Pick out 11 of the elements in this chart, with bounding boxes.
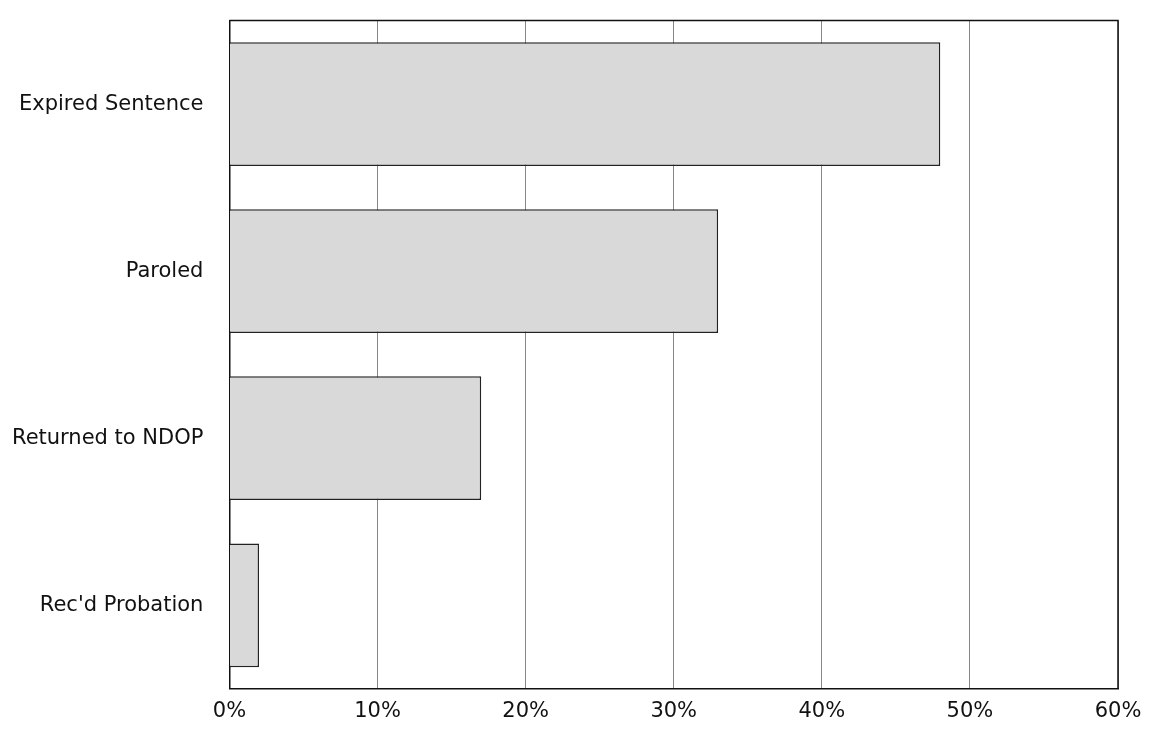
y-tick-label: Paroled bbox=[125, 257, 204, 282]
y-tick-label: Rec'd Probation bbox=[39, 591, 204, 616]
y-tick-label: Expired Sentence bbox=[18, 90, 204, 115]
x-tick-label: 30% bbox=[650, 697, 698, 722]
x-tick-label: 50% bbox=[946, 697, 994, 722]
y-tick-label: Returned to NDOP bbox=[11, 424, 204, 449]
x-tick-label: 40% bbox=[798, 697, 846, 722]
x-tick-label: 60% bbox=[1094, 697, 1142, 722]
x-tick-label: 0% bbox=[212, 697, 247, 722]
x-tick-label: 10% bbox=[354, 697, 401, 722]
x-tick-label: 20% bbox=[502, 697, 549, 722]
